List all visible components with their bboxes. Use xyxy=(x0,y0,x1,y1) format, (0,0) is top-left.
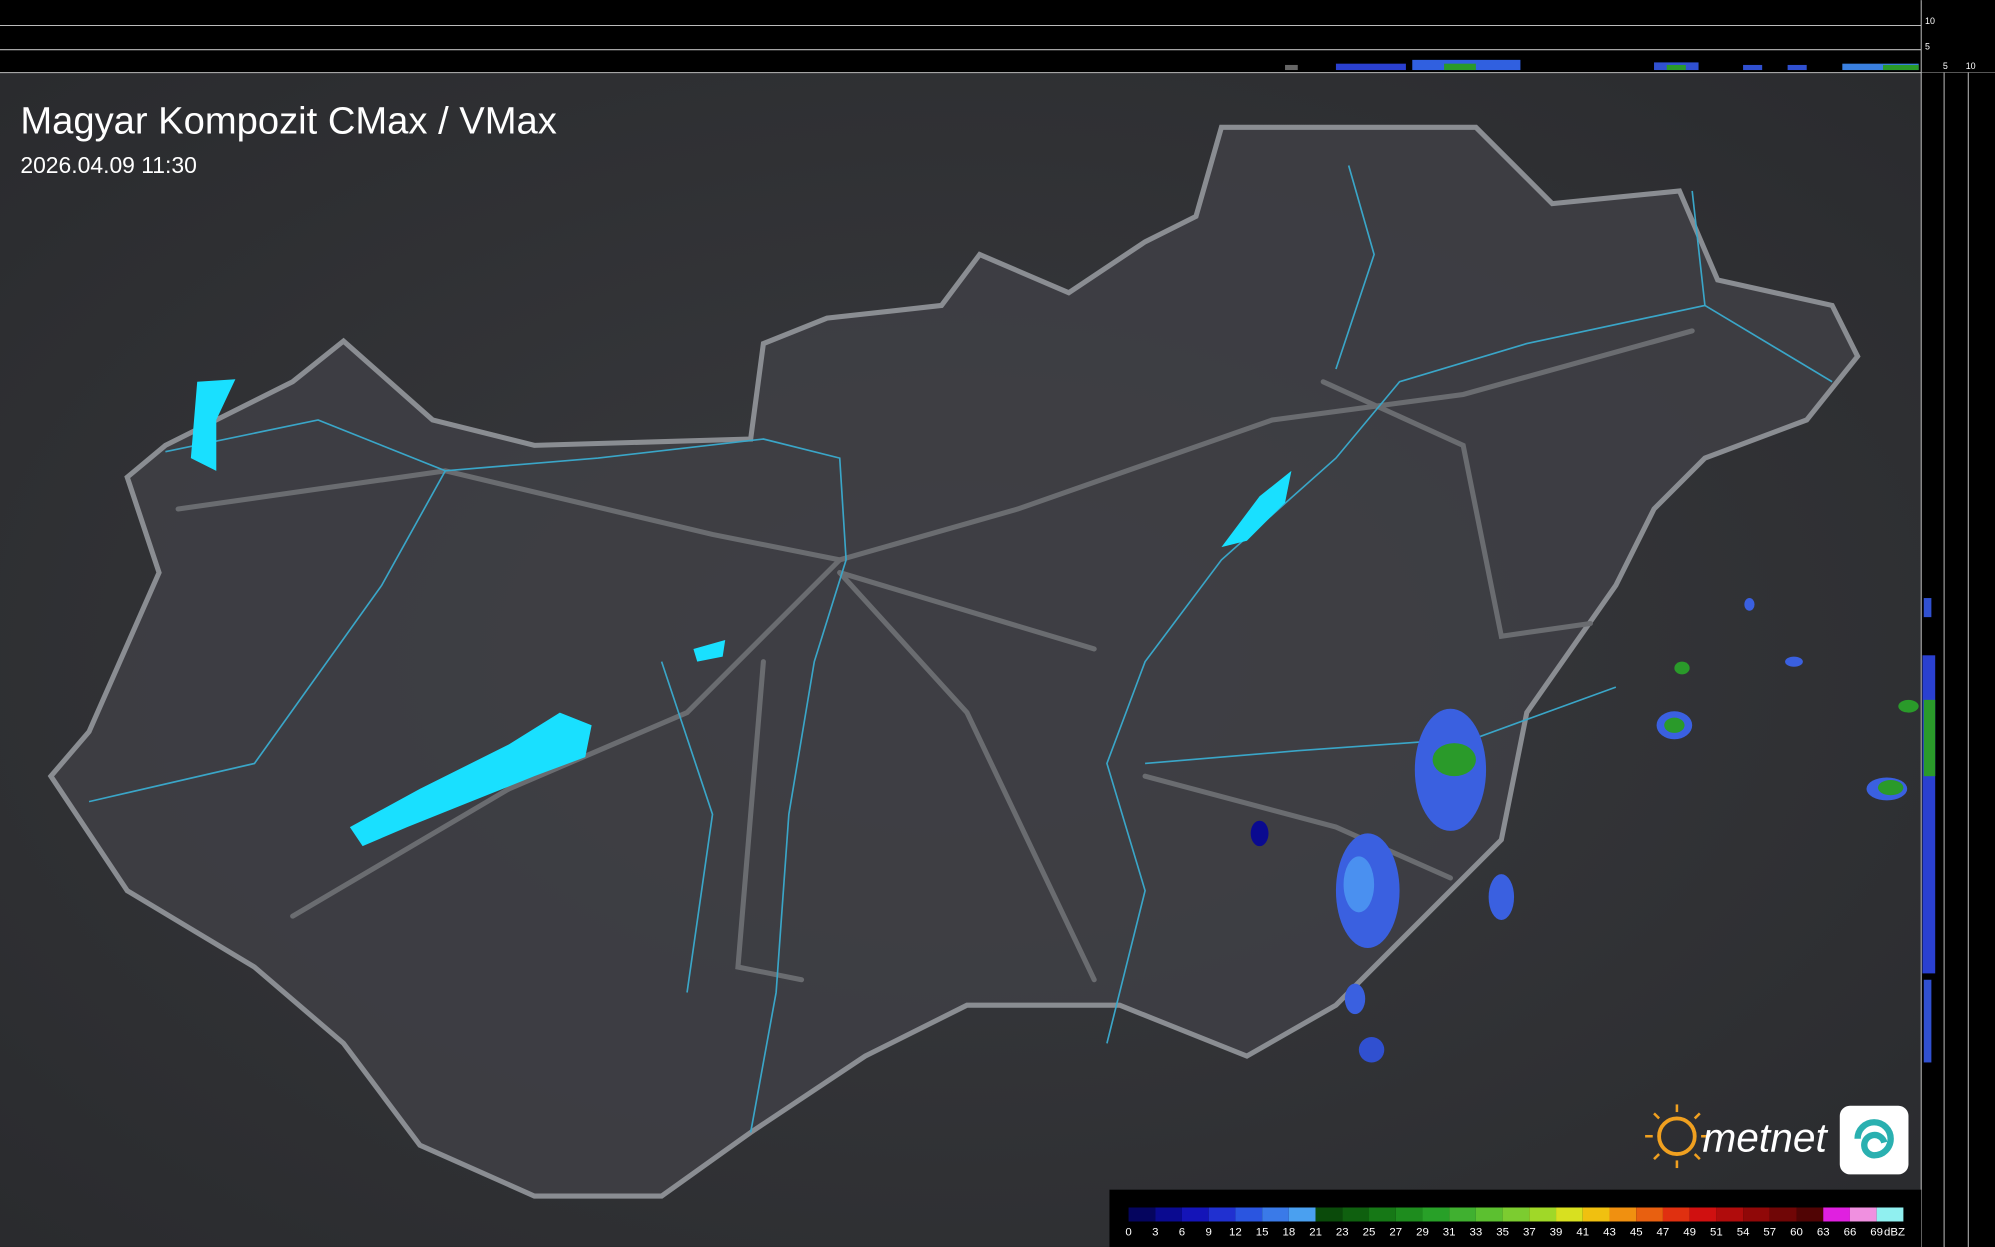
legend-label: 45 xyxy=(1630,1226,1643,1238)
top-profile xyxy=(0,0,1995,73)
legend-label: 0 xyxy=(1125,1226,1131,1238)
legend-label: 15 xyxy=(1256,1226,1269,1238)
legend-swatch xyxy=(1823,1207,1850,1222)
legend-label: 41 xyxy=(1576,1226,1589,1238)
brand-name: metnet xyxy=(1702,1115,1828,1161)
legend-label: 23 xyxy=(1336,1226,1349,1238)
profile-echoes xyxy=(1285,59,1919,71)
profile-tick: 10 xyxy=(1925,16,1935,26)
legend-label: 33 xyxy=(1470,1226,1483,1238)
legend-label: 51 xyxy=(1710,1226,1723,1238)
legend-swatch xyxy=(1395,1207,1423,1222)
legend-label: 18 xyxy=(1282,1226,1295,1238)
legend-label: 57 xyxy=(1763,1226,1776,1238)
legend-swatch xyxy=(1743,1207,1770,1222)
legend-swatch xyxy=(1849,1207,1877,1222)
legend-swatch xyxy=(1876,1207,1904,1222)
legend-swatch xyxy=(1128,1207,1156,1222)
profile-tick: 5 xyxy=(1925,42,1930,52)
legend-swatch xyxy=(1689,1207,1717,1222)
legend-label: 39 xyxy=(1550,1226,1563,1238)
timestamp: 2026.04.09 11:30 xyxy=(20,152,197,178)
legend-swatch xyxy=(1609,1207,1637,1222)
legend-swatch xyxy=(1315,1207,1343,1222)
legend-swatch xyxy=(1181,1207,1209,1222)
legend-label: 47 xyxy=(1657,1226,1670,1238)
legend-label: 21 xyxy=(1309,1226,1322,1238)
legend-swatch xyxy=(1796,1207,1824,1222)
legend-swatch xyxy=(1556,1207,1583,1222)
legend-swatch xyxy=(1235,1207,1263,1222)
profile-echoes xyxy=(1922,598,1936,1063)
legend-swatch xyxy=(1636,1207,1663,1222)
legend-label: 49 xyxy=(1683,1226,1696,1238)
legend-swatch xyxy=(1155,1207,1182,1222)
legend-swatch xyxy=(1449,1207,1476,1222)
legend-swatch xyxy=(1582,1207,1610,1222)
country-border xyxy=(47,124,1861,1199)
legend-label: 31 xyxy=(1443,1226,1456,1238)
radar-echoes xyxy=(1250,598,1919,1063)
legend-label: 9 xyxy=(1206,1226,1212,1238)
legend-swatch xyxy=(1422,1207,1450,1222)
lakes xyxy=(190,379,1292,847)
profile-tick: 5 xyxy=(1943,61,1948,71)
legend-label: 29 xyxy=(1416,1226,1429,1238)
legend-swatch xyxy=(1662,1207,1690,1222)
legend-swatch xyxy=(1475,1207,1503,1222)
legend-label: 63 xyxy=(1817,1226,1830,1238)
legend-label: 37 xyxy=(1523,1226,1536,1238)
legend-swatch xyxy=(1529,1207,1557,1222)
legend-unit: dBZ xyxy=(1884,1226,1905,1238)
map-title: Magyar Kompozit CMax / VMax xyxy=(20,100,556,143)
brand-logo: metnet xyxy=(1645,1104,1909,1175)
legend-label: 66 xyxy=(1844,1226,1857,1238)
legend-label: 25 xyxy=(1363,1226,1376,1238)
legend-label: 12 xyxy=(1229,1226,1242,1238)
legend-label: 35 xyxy=(1496,1226,1509,1238)
legend-swatch xyxy=(1342,1207,1370,1222)
legend-label: 27 xyxy=(1389,1226,1402,1238)
legend-label: 69 xyxy=(1870,1226,1883,1238)
legend-label: 54 xyxy=(1737,1226,1750,1238)
legend-swatch xyxy=(1208,1207,1236,1222)
legend-label: 6 xyxy=(1179,1226,1185,1238)
legend-swatch xyxy=(1769,1207,1797,1222)
legend: 0 3 6 9 12 15 18 21 23 25 27 29 31 33 35 37 39 41 43 45 47 49… xyxy=(1125,1207,1905,1238)
legend-swatch xyxy=(1369,1207,1396,1222)
legend-label: 60 xyxy=(1790,1226,1803,1238)
legend-swatch xyxy=(1288,1207,1316,1222)
legend-swatch xyxy=(1262,1207,1289,1222)
legend-swatch xyxy=(1502,1207,1530,1222)
legend-label: 3 xyxy=(1152,1226,1158,1238)
profile-tick: 10 xyxy=(1966,61,1976,71)
legend-label: 43 xyxy=(1603,1226,1616,1238)
legend-swatch xyxy=(1716,1207,1744,1222)
roads xyxy=(175,328,1695,983)
